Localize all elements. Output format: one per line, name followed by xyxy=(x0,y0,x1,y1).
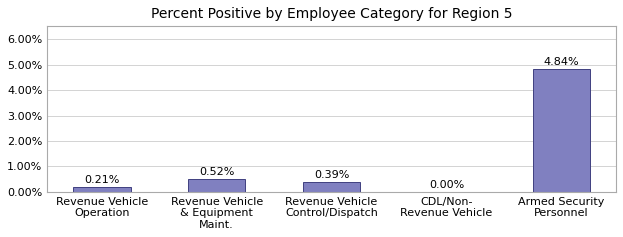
Text: 4.84%: 4.84% xyxy=(544,57,579,67)
Text: 0.21%: 0.21% xyxy=(84,175,120,185)
Bar xyxy=(188,179,245,192)
Bar xyxy=(303,182,360,192)
Title: Percent Positive by Employee Category for Region 5: Percent Positive by Employee Category fo… xyxy=(151,7,512,21)
Text: 0.39%: 0.39% xyxy=(314,170,350,180)
Bar xyxy=(533,68,590,192)
Text: 0.52%: 0.52% xyxy=(199,167,234,177)
Bar xyxy=(73,187,130,192)
Text: 0.00%: 0.00% xyxy=(429,180,464,190)
